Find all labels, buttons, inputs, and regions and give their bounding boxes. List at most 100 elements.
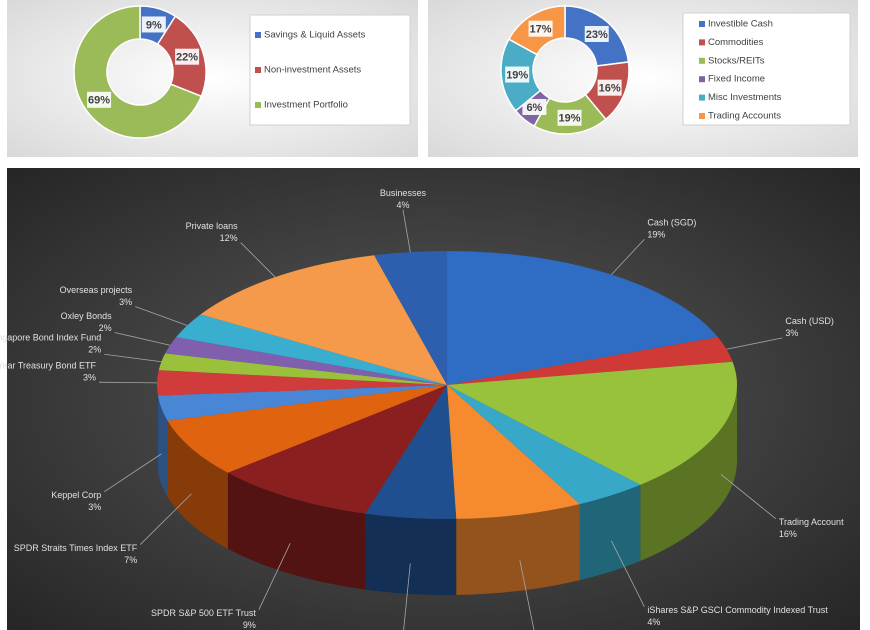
slice <box>365 385 457 520</box>
legend-swatch <box>699 113 705 119</box>
slice-label: Cash (USD) <box>785 316 834 326</box>
data-label: 19% <box>506 69 528 81</box>
slice <box>447 337 733 385</box>
label-bg <box>528 20 553 37</box>
legend-label: Trading Accounts <box>708 111 781 122</box>
leader-line <box>104 353 162 363</box>
data-label: 2% <box>88 345 101 355</box>
legend-swatch <box>699 57 705 64</box>
legend-swatch <box>255 102 261 108</box>
label-bg <box>597 79 622 96</box>
data-label: 3% <box>83 373 96 383</box>
slice <box>447 361 737 485</box>
slice-label: iShares 20+ Year Treasury Bond ETF <box>0 361 97 371</box>
slice-side <box>365 513 457 595</box>
label-bg <box>584 25 609 42</box>
legend-label: Savings & Liquid Assets <box>264 30 366 41</box>
slice <box>227 385 447 514</box>
leader-line <box>258 543 291 610</box>
data-label: 22% <box>176 52 198 64</box>
legend-swatch <box>699 21 705 27</box>
leader-line <box>611 239 645 275</box>
leader-line <box>240 242 276 278</box>
data-label: 16% <box>779 529 797 539</box>
legend-label: Misc Investments <box>708 92 782 103</box>
slice-label: iShares S&P GSCI Commodity Indexed Trust <box>647 605 828 615</box>
label-bg <box>505 66 530 83</box>
data-label: 3% <box>785 328 798 338</box>
data-label: 7% <box>124 555 137 565</box>
slice-side <box>456 504 580 595</box>
leader-line <box>726 337 783 350</box>
slice <box>158 353 447 385</box>
legend-label: Investible Cash <box>708 19 773 30</box>
leader-line <box>403 563 411 630</box>
slice-side <box>640 385 737 561</box>
data-label: 3% <box>88 502 101 512</box>
slice-label: ABF Singapore Bond Index Fund <box>0 333 101 343</box>
slice <box>447 385 641 505</box>
slice-label: Cash (SGD) <box>647 218 696 228</box>
slice-side <box>579 484 641 581</box>
data-label: 3% <box>119 297 132 307</box>
data-label: 16% <box>599 83 621 95</box>
slice-label: SPDR Straits Times Index ETF <box>14 543 138 553</box>
slice-side <box>157 385 158 472</box>
legend-box <box>249 14 411 126</box>
legend-swatch <box>699 94 705 101</box>
slice <box>165 337 447 385</box>
leader-line <box>139 493 192 545</box>
slice <box>176 314 448 385</box>
slice-label: Trading Account <box>779 517 844 527</box>
slice-label: Keppel Corp <box>51 490 101 500</box>
data-label: 19% <box>559 113 581 125</box>
leader-line <box>611 540 645 607</box>
data-label: 9% <box>243 620 256 630</box>
data-label: 9% <box>146 19 162 31</box>
data-label: 23% <box>586 29 608 41</box>
leader-line <box>402 209 411 253</box>
legend-label: Investment Portfolio <box>264 100 348 111</box>
data-label: 2% <box>99 323 112 333</box>
slice <box>156 370 447 396</box>
legend-label: Stocks/REITs <box>708 55 765 66</box>
data-label: 69% <box>88 95 110 107</box>
label-bg <box>557 109 582 126</box>
slice-label: Overseas projects <box>60 285 133 295</box>
leader-line <box>519 560 535 630</box>
legend-swatch <box>699 39 705 46</box>
leader-line <box>104 453 162 493</box>
slice <box>200 255 447 385</box>
data-label: 6% <box>526 102 542 114</box>
slice-label: Oxley Bonds <box>61 311 113 321</box>
label-bg <box>522 98 547 115</box>
legend-swatch <box>255 32 261 38</box>
leader-line <box>114 332 171 346</box>
legend-label: Non-investment Assets <box>264 65 361 76</box>
data-label: 4% <box>396 200 409 210</box>
leader-line <box>135 306 188 326</box>
leader-line <box>99 381 158 384</box>
legend-label: Fixed Income <box>708 74 765 85</box>
data-label: 12% <box>220 233 238 243</box>
label-bg <box>175 48 200 65</box>
legend-swatch <box>699 76 705 83</box>
slice-label: Private loans <box>186 221 239 231</box>
slice <box>447 385 580 519</box>
leader-line <box>720 474 777 520</box>
slice <box>374 251 447 385</box>
slice-label: SPDR S&P 500 ETF Trust <box>151 608 256 618</box>
slice-label: Businesses <box>380 188 427 198</box>
legend-box <box>682 12 851 126</box>
legend-swatch <box>255 67 261 73</box>
label-bg <box>141 16 166 33</box>
slice <box>167 385 447 473</box>
legend-label: Commodities <box>708 37 764 48</box>
data-label: 19% <box>647 230 665 240</box>
data-label: 17% <box>530 24 552 36</box>
slice-side <box>167 420 228 549</box>
slice-side <box>227 472 366 590</box>
data-label: 4% <box>647 617 660 627</box>
